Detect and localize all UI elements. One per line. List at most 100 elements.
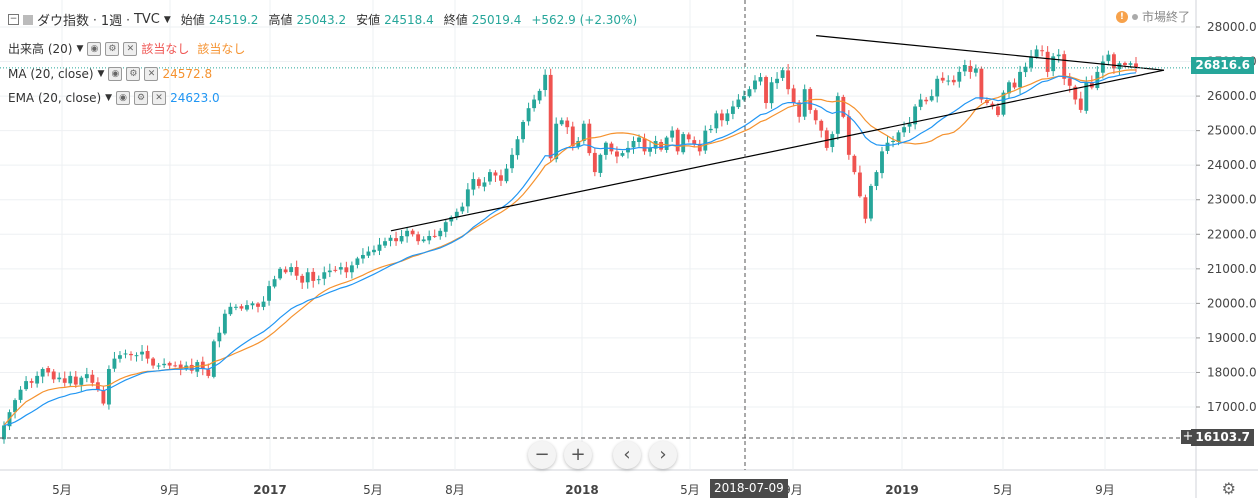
candle-body bbox=[1123, 62, 1127, 65]
candle-body bbox=[256, 303, 260, 307]
candle-body bbox=[294, 267, 299, 276]
gear-icon[interactable]: ⚙ bbox=[126, 67, 141, 81]
gear-icon[interactable]: ⚙ bbox=[105, 41, 120, 56]
add-alert-plus-icon[interactable]: + bbox=[1181, 429, 1195, 444]
candle-body bbox=[222, 313, 227, 334]
candle-body bbox=[863, 197, 868, 219]
ma-indicator-name[interactable]: MA (20, close) bbox=[8, 67, 94, 81]
candle-body bbox=[824, 130, 829, 148]
candle-body bbox=[857, 172, 862, 197]
candle-body bbox=[515, 139, 520, 156]
candle-body bbox=[73, 376, 78, 385]
candle-body bbox=[968, 65, 973, 72]
chevron-down-icon[interactable]: ▼ bbox=[97, 69, 105, 79]
candle-body bbox=[769, 82, 774, 104]
candle-body bbox=[95, 382, 100, 390]
price-tick-label: 22000.0 bbox=[1207, 227, 1257, 241]
candle-body bbox=[642, 138, 647, 152]
candle-body bbox=[692, 140, 697, 145]
separator-dot: · bbox=[126, 12, 130, 27]
candle-body bbox=[537, 90, 542, 101]
candle-body bbox=[940, 77, 945, 81]
price-tick-label: 25000.0 bbox=[1207, 124, 1257, 138]
candle-body bbox=[648, 147, 653, 152]
low-label: 安値 bbox=[356, 13, 381, 27]
candle-body bbox=[554, 123, 559, 160]
zoom-out-button[interactable]: − bbox=[528, 441, 556, 469]
interval-label[interactable]: 1週 bbox=[100, 14, 123, 29]
ema-indicator-name[interactable]: EMA (20, close) bbox=[8, 91, 102, 105]
candle-body bbox=[1067, 78, 1072, 86]
zoom-in-button[interactable]: + bbox=[564, 441, 592, 469]
candle-body bbox=[1134, 63, 1138, 68]
candle-body bbox=[719, 113, 724, 121]
candle-body bbox=[349, 265, 354, 273]
candle-body bbox=[383, 241, 387, 246]
open-label: 始値 bbox=[180, 13, 205, 27]
trendline[interactable] bbox=[816, 35, 1165, 71]
candle-body bbox=[521, 122, 525, 140]
symbol-name[interactable]: ダウ指数 bbox=[37, 14, 90, 29]
candle-body bbox=[791, 88, 796, 103]
candle-body bbox=[1029, 56, 1034, 68]
candle-body bbox=[835, 96, 840, 134]
close-icon[interactable]: ✕ bbox=[144, 67, 159, 81]
candle-body bbox=[156, 365, 161, 367]
scroll-left-button[interactable]: ‹ bbox=[613, 441, 641, 469]
chevron-down-icon[interactable]: ▼ bbox=[76, 43, 84, 54]
candle-body bbox=[753, 80, 757, 90]
chevron-down-icon[interactable]: ▼ bbox=[105, 93, 113, 103]
candle-body bbox=[891, 141, 895, 142]
candle-body bbox=[813, 110, 818, 121]
candle-body bbox=[1034, 49, 1039, 57]
status-dot-icon bbox=[1131, 13, 1138, 20]
candle-body bbox=[962, 65, 967, 72]
candle-body bbox=[675, 129, 680, 152]
eye-icon[interactable]: ◉ bbox=[87, 41, 102, 56]
candle-body bbox=[532, 99, 537, 109]
candle-body bbox=[167, 362, 172, 366]
candle-body bbox=[620, 153, 625, 156]
chevron-down-icon[interactable]: ▼ bbox=[163, 14, 171, 25]
candle-body bbox=[151, 358, 156, 366]
close-value: 25019.4 bbox=[471, 12, 522, 27]
candle-body bbox=[1023, 66, 1028, 73]
price-tick-label: 17000.0 bbox=[1207, 400, 1257, 414]
candle-body bbox=[245, 305, 249, 310]
collapse-icon[interactable]: − bbox=[8, 14, 19, 25]
scroll-right-button[interactable]: › bbox=[649, 441, 677, 469]
candle-body bbox=[112, 358, 117, 369]
candle-body bbox=[1045, 51, 1050, 72]
close-icon[interactable]: ✕ bbox=[123, 41, 138, 56]
candle-body bbox=[178, 364, 183, 369]
gear-icon[interactable]: ⚙ bbox=[134, 91, 149, 105]
candle-body bbox=[1062, 54, 1067, 79]
candle-body bbox=[449, 217, 454, 222]
candle-body bbox=[410, 230, 415, 235]
eye-icon[interactable]: ◉ bbox=[108, 67, 123, 81]
candle-body bbox=[775, 78, 780, 84]
eye-icon[interactable]: ◉ bbox=[116, 91, 131, 105]
close-icon[interactable]: ✕ bbox=[152, 91, 167, 105]
candle-body bbox=[576, 141, 581, 148]
candle-body bbox=[1012, 82, 1017, 88]
warning-icon[interactable]: ! bbox=[1115, 10, 1128, 23]
settings-gear-icon[interactable]: ⚙ bbox=[1221, 479, 1236, 498]
trendline[interactable] bbox=[390, 69, 1165, 232]
candle-body bbox=[907, 123, 912, 127]
candle-body bbox=[918, 99, 923, 107]
candle-body bbox=[35, 375, 40, 384]
time-tick-label: 5月 bbox=[52, 483, 72, 497]
candle-body bbox=[1100, 61, 1105, 73]
candle-body bbox=[1095, 71, 1100, 89]
candle-body bbox=[819, 120, 824, 131]
candle-body bbox=[996, 106, 1000, 116]
price-tick-label: 19000.0 bbox=[1207, 331, 1257, 345]
candle-body bbox=[929, 96, 934, 101]
candle-body bbox=[957, 71, 962, 82]
volume-indicator-name[interactable]: 出来高 (20) bbox=[8, 42, 73, 56]
symbol-icon bbox=[23, 14, 33, 25]
candle-body bbox=[360, 255, 365, 259]
candle-body bbox=[267, 286, 271, 301]
